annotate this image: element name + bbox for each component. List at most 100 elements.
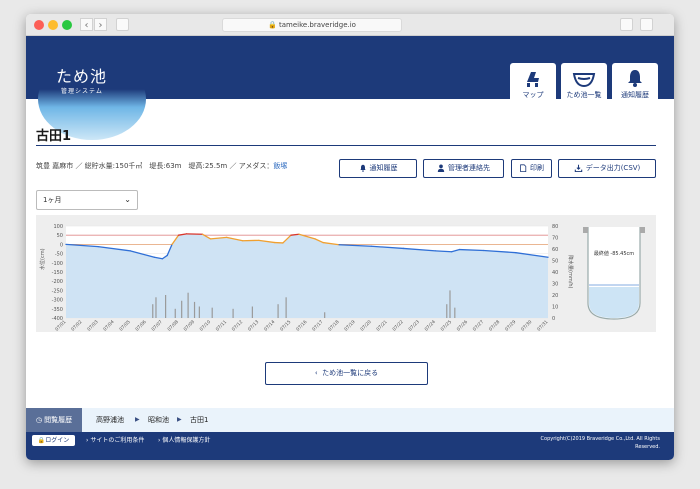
water-level-segment — [201, 233, 212, 240]
y-tick-left: -100 — [52, 261, 63, 267]
x-tick: 07/19 — [343, 319, 357, 332]
water-level-segment — [298, 233, 316, 240]
x-tick: 07/23 — [407, 319, 421, 332]
browser-toolbar: ‹ › 🔒 tameike.braveridge.io — [26, 14, 674, 36]
back-to-list-button[interactable]: ‹ ため池一覧に戻る — [265, 362, 428, 385]
rain-bar — [193, 301, 196, 318]
y-tick-left: -350 — [52, 307, 63, 313]
contact-button[interactable]: 管理者連絡先 — [423, 159, 504, 178]
x-tick: 07/07 — [150, 319, 164, 332]
breadcrumb-item-current: 古田1 — [190, 416, 209, 424]
copyright-line: Reserved. — [635, 444, 660, 450]
back-arrow-icon[interactable]: ‹ — [80, 18, 93, 31]
rain-bar — [211, 307, 213, 318]
logo-title[interactable]: ため池 — [56, 67, 108, 86]
window-minimize-button[interactable] — [48, 20, 58, 30]
water-level-segment — [209, 236, 228, 240]
water-level-segment — [458, 248, 485, 252]
breadcrumb-item[interactable]: 昭和池 — [148, 416, 169, 424]
rain-bar — [454, 307, 456, 318]
breadcrumb-item[interactable]: 高野浦池 — [96, 416, 124, 424]
forward-arrow-icon[interactable]: › — [94, 18, 107, 31]
rain-bar — [165, 295, 167, 318]
pond-icon — [572, 73, 596, 88]
terms-link[interactable]: › サイトのご利用条件 — [86, 437, 145, 444]
x-tick: 07/14 — [263, 319, 277, 332]
login-button-label: ログイン — [45, 437, 70, 444]
clock-icon: ◷ — [35, 416, 45, 424]
tabs-icon[interactable] — [640, 18, 653, 31]
share-icon[interactable] — [620, 18, 633, 31]
site-header: ため池 管理システム マップ ため池一覧 通知履歴 — [26, 36, 674, 140]
water-level-segment — [370, 245, 405, 250]
x-tick: 07/05 — [118, 319, 132, 332]
y-tick-right: 20 — [552, 293, 558, 299]
address-bar[interactable]: 🔒 tameike.braveridge.io — [222, 18, 402, 32]
x-tick: 07/26 — [456, 319, 470, 332]
water-level-segment — [161, 254, 168, 260]
login-button[interactable]: 🔒ログイン — [32, 435, 75, 446]
x-tick: 07/20 — [359, 319, 373, 332]
water-level-segment — [171, 234, 180, 246]
x-tick: 07/30 — [520, 319, 534, 332]
y-tick-right: 0 — [552, 316, 555, 322]
water-level-segment — [515, 252, 549, 258]
user-icon — [437, 164, 445, 172]
x-tick: 07/10 — [199, 319, 213, 332]
map-button[interactable]: マップ — [510, 63, 556, 108]
x-tick: 07/03 — [86, 319, 100, 332]
amedas-link[interactable]: 飯塚 — [273, 162, 288, 170]
window-maximize-button[interactable] — [62, 20, 72, 30]
pond-info: 筑豊 嘉麻市 ／ 総貯水量:150千㎥ 堤長:63m 堤高:25.5m ／ アメ… — [36, 161, 287, 171]
csv-export-button[interactable]: データ出力(CSV) — [558, 159, 656, 178]
y-tick-left: -300 — [52, 298, 63, 304]
water-level-segment — [226, 236, 244, 242]
y-tick-left: 100 — [53, 224, 63, 230]
print-button[interactable]: 印刷 — [511, 159, 552, 178]
y-tick-left: -400 — [52, 316, 63, 322]
terms-link-label: サイトのご利用条件 — [90, 437, 145, 444]
x-tick: 07/11 — [215, 319, 229, 332]
privacy-link[interactable]: › 個人情報保護方針 — [158, 437, 211, 444]
rain-bar — [187, 292, 189, 318]
document-icon — [520, 164, 527, 172]
chevron-down-icon: ⌄ — [124, 195, 131, 204]
copyright-line: Copyright(C)2019 Braveridge Co.,Ltd. All… — [540, 436, 660, 442]
breadcrumb-arrow-icon: ▶ — [135, 416, 140, 423]
pond-list-button[interactable]: ため池一覧 — [561, 63, 607, 108]
x-tick: 07/29 — [504, 319, 518, 332]
water-level-segment — [290, 233, 300, 236]
x-tick: 07/16 — [295, 319, 309, 332]
water-level-segment — [129, 250, 156, 258]
history-button[interactable]: 通知履歴 — [339, 159, 417, 178]
window-close-button[interactable] — [34, 20, 44, 30]
lock-icon: 🔒 — [37, 437, 46, 444]
sidebar-icon[interactable] — [116, 18, 129, 31]
y-tick-right: 30 — [552, 282, 558, 288]
y-tick-left: -250 — [52, 288, 63, 294]
period-select[interactable]: 1ヶ月 ⌄ — [36, 190, 138, 210]
rain-bar — [198, 306, 200, 318]
rain-bar — [232, 308, 234, 318]
rain-bar — [174, 308, 176, 318]
y-tick-left: -200 — [52, 279, 63, 285]
contact-button-label: 管理者連絡先 — [448, 164, 490, 172]
map-button-label: マップ — [522, 91, 544, 99]
rain-bar — [251, 306, 253, 318]
y-axis-right-label: 降水量(mm/h) — [567, 255, 574, 289]
history-tab[interactable]: ◷ 閲覧履歴 — [26, 408, 82, 432]
x-tick: 07/12 — [231, 319, 245, 332]
breadcrumb-arrow-icon: ▶ — [177, 416, 182, 423]
x-tick: 07/22 — [391, 319, 405, 332]
x-tick: 07/25 — [440, 319, 454, 332]
x-tick: 07/27 — [472, 319, 486, 332]
water-level-segment — [338, 244, 372, 247]
rain-bar — [324, 312, 326, 318]
y-tick-left: -50 — [55, 252, 63, 258]
notification-history-button[interactable]: 通知履歴 — [612, 63, 658, 108]
x-tick: 07/28 — [488, 319, 502, 332]
back-to-list-label: ため池一覧に戻る — [322, 369, 379, 377]
y-tick-left: 0 — [60, 242, 63, 248]
x-tick: 07/09 — [183, 319, 197, 332]
rain-bar — [155, 297, 157, 318]
